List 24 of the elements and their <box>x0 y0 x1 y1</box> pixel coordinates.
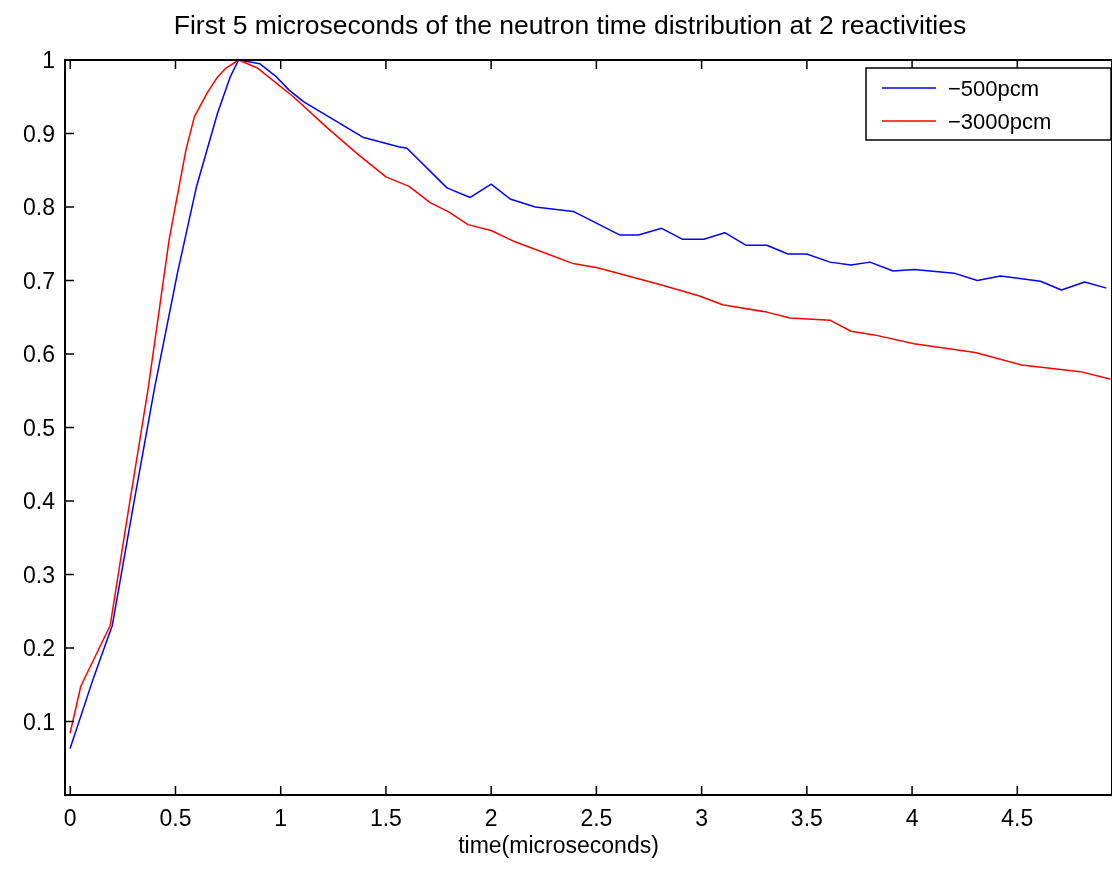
x-tick-label: 1.5 <box>369 805 402 831</box>
x-axis-title: time(microseconds) <box>458 832 659 858</box>
legend-label: −500pcm <box>948 75 1040 101</box>
x-tick-label: 3.5 <box>790 805 823 831</box>
x-tick-label: 3 <box>695 805 709 831</box>
y-tick-label: 0.2 <box>23 635 55 662</box>
y-tick-label: 0.9 <box>23 120 55 147</box>
y-tick-label: 0.1 <box>23 708 55 735</box>
x-tick-label: 0.5 <box>159 805 192 831</box>
x-tick-label: 4.5 <box>1001 805 1034 831</box>
y-tick-label: 0.5 <box>23 414 55 441</box>
x-tick-label: 4 <box>905 805 919 831</box>
x-tick-label: 0 <box>63 805 77 831</box>
x-tick-label: 2.5 <box>580 805 613 831</box>
y-tick-label: 0.7 <box>23 267 55 294</box>
y-tick-label: 1 <box>42 47 55 74</box>
chart-title: First 5 microseconds of the neutron time distribution at 2 reactivities <box>173 10 967 40</box>
y-tick-label: 0.8 <box>23 194 55 221</box>
y-tick-label: 0.3 <box>23 561 55 588</box>
y-tick-label: 0.6 <box>23 341 55 368</box>
x-tick-label: 1 <box>274 805 288 831</box>
legend-label: −3000pcm <box>948 108 1052 134</box>
y-tick-label: 0.4 <box>23 488 56 515</box>
x-tick-label: 2 <box>484 805 498 831</box>
